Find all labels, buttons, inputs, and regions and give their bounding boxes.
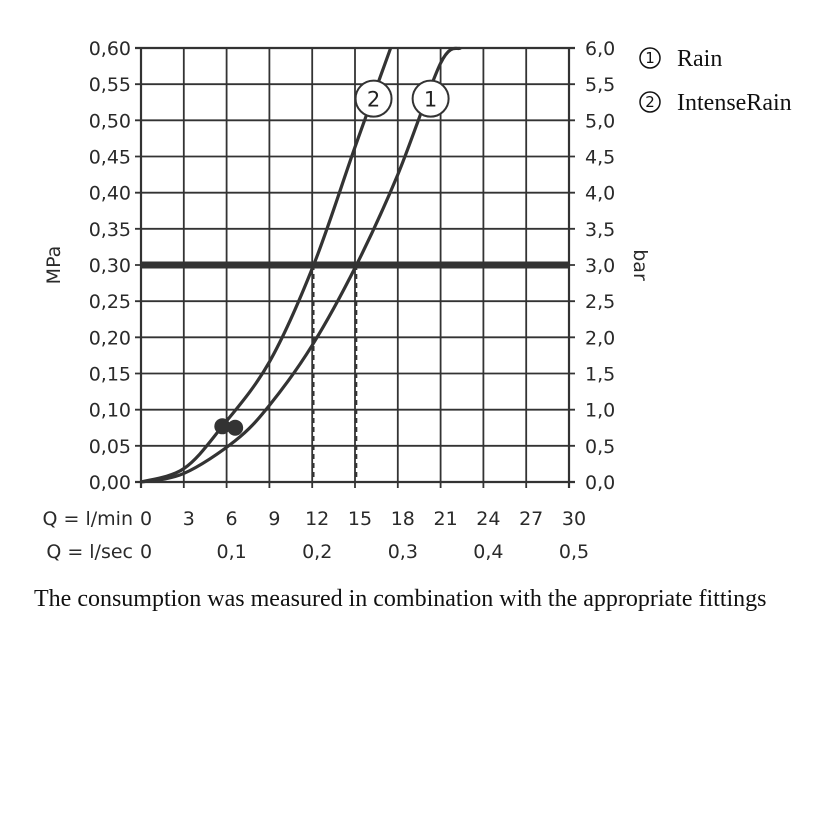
x-tick-label-primary: 6 xyxy=(226,508,238,530)
x-tick-label-primary: 30 xyxy=(562,508,586,530)
series-marker-2 xyxy=(214,418,231,435)
x-tick-label-secondary: 0,5 xyxy=(559,541,589,563)
legend-item-label: IntenseRain xyxy=(677,90,792,116)
y-tick-label-right: 1,0 xyxy=(585,400,615,422)
y-tick-label-left: 0,35 xyxy=(89,219,131,241)
x-tick-label-secondary: 0,1 xyxy=(216,541,246,563)
series-line-2 xyxy=(140,47,393,484)
y-tick-label-right: 0,0 xyxy=(585,472,615,494)
y-tick-label-left: 0,60 xyxy=(89,38,131,60)
y-tick-label-left: 0,30 xyxy=(89,255,131,277)
y-tick-label-left: 0,50 xyxy=(89,110,131,132)
y-tick-label-right: 3,0 xyxy=(585,255,615,277)
legend-symbol-number: 1 xyxy=(645,49,655,67)
legend-symbol-circle xyxy=(639,47,661,69)
chart-markers xyxy=(214,418,244,436)
dashed-drop-lines xyxy=(312,265,358,482)
x-tick-label-secondary: 0,3 xyxy=(388,541,418,563)
y-tick-label-right: 5,5 xyxy=(585,74,615,96)
x-axis-title-primary: Q = l/min xyxy=(43,508,133,530)
y-tick-label-left: 0,25 xyxy=(89,291,131,313)
x-tick-label-primary: 21 xyxy=(434,508,458,530)
y-tick-label-right: 5,0 xyxy=(585,110,615,132)
x-tick-label-primary: 18 xyxy=(391,508,415,530)
curve-label-circle xyxy=(411,79,450,118)
x-axis-title-secondary: Q = l/sec xyxy=(46,541,133,563)
y-tick-label-right: 3,5 xyxy=(585,219,615,241)
y-tick-label-left: 0,00 xyxy=(89,472,131,494)
y-tick-label-left: 0,55 xyxy=(89,74,131,96)
y-axis-title-left: MPa xyxy=(43,246,65,285)
x-tick-label-primary: 9 xyxy=(268,508,280,530)
y-tick-label-right: 4,5 xyxy=(585,147,615,169)
y-tick-label-left: 0,45 xyxy=(89,147,131,169)
y-tick-label-left: 0,05 xyxy=(89,436,131,458)
legend-symbol-number: 2 xyxy=(645,93,655,111)
x-tick-label-primary: 3 xyxy=(183,508,195,530)
y-tick-label-left: 0,20 xyxy=(89,327,131,349)
legend-symbol-circle xyxy=(639,91,661,113)
x-tick-label-secondary: 0,2 xyxy=(302,541,332,563)
footnote: The consumption was measured in combinat… xyxy=(34,586,767,612)
series-marker-1 xyxy=(227,419,244,436)
y-tick-label-right: 2,5 xyxy=(585,291,615,313)
y-tick-label-left: 0,10 xyxy=(89,400,131,422)
axis-titles: Q = l/min Q = l/sec MPa bar xyxy=(43,246,651,563)
y-tick-label-right: 0,5 xyxy=(585,436,615,458)
y-axis-title-right: bar xyxy=(629,249,651,281)
x-tick-label-primary: 15 xyxy=(348,508,372,530)
x-tick-label-primary: 27 xyxy=(519,508,543,530)
y-tick-label-right: 1,5 xyxy=(585,364,615,386)
x-tick-label-primary: 0 xyxy=(140,508,152,530)
x-tick-label-primary: 24 xyxy=(476,508,500,530)
legend-item-label: Rain xyxy=(677,46,722,72)
tick-labels: 0,000,050,100,150,200,250,300,350,400,45… xyxy=(89,38,616,563)
x-tick-label-secondary: 0,4 xyxy=(473,541,503,563)
y-tick-label-left: 0,15 xyxy=(89,364,131,386)
y-tick-label-right: 6,0 xyxy=(585,38,615,60)
x-tick-label-primary: 12 xyxy=(305,508,329,530)
curve-label-circle xyxy=(354,79,393,118)
y-tick-label-left: 0,40 xyxy=(89,183,131,205)
x-tick-label-secondary: 0 xyxy=(140,541,152,563)
legend: 1 Rain 2 IntenseRain xyxy=(639,46,792,116)
curve-label-text: 1 xyxy=(424,88,437,112)
curve-label-text: 2 xyxy=(367,88,380,112)
y-tick-label-right: 4,0 xyxy=(585,183,615,205)
y-tick-label-right: 2,0 xyxy=(585,327,615,349)
